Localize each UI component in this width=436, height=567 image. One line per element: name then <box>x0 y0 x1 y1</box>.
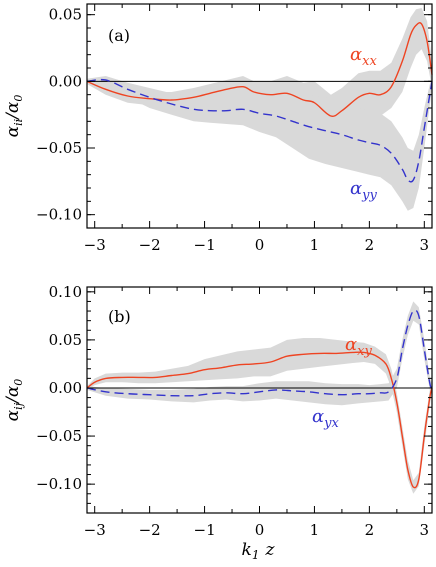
x-tick-label: 2 <box>365 236 375 254</box>
y-tick-label: 0.05 <box>49 331 82 349</box>
panel-b-label: (b) <box>108 307 131 326</box>
series-label-alpha-xy: αxy <box>345 334 372 359</box>
panel-b: −3 −2 −1 0 1 2 3 −0.10 −0.05 0.00 0.05 0.10 (b) αij… <box>3 283 433 539</box>
series-label-alpha-yx: αyx <box>312 406 340 431</box>
x-tick-label: −1 <box>194 236 216 254</box>
y-tick-label: −0.10 <box>36 475 82 493</box>
x-tick-label: −3 <box>84 236 106 254</box>
y-tick-label: 0.05 <box>49 6 82 24</box>
x-tick-label: −2 <box>139 521 161 539</box>
panel-a: −3 −2 −1 0 1 2 3−0.10−0.050.000.05 (a) αii/α0 … <box>3 3 433 254</box>
band-xy <box>87 338 432 494</box>
x-tick-label: 3 <box>420 521 430 539</box>
series-line-xx <box>86 22 433 117</box>
series-label-alpha-xx: αxx <box>350 44 377 69</box>
x-tick-label: 1 <box>310 521 320 539</box>
panel-a-bands <box>87 8 432 211</box>
panel-a-tick-labels: −3 −2 −1 0 1 2 3 −0.10 −0.05 0.00 0.05 <box>36 6 429 254</box>
x-tick-label: 0 <box>255 521 265 539</box>
x-tick-label: 2 <box>365 521 375 539</box>
panel-a-ticks <box>87 4 432 228</box>
panel-a-lines <box>86 22 433 183</box>
y-tick-label: 0.10 <box>49 283 82 301</box>
x-tick-label: −2 <box>139 236 161 254</box>
panel-b-bands <box>87 301 432 494</box>
x-tick-label: 0 <box>255 236 265 254</box>
y-tick-label: −0.10 <box>36 206 82 224</box>
x-tick-label: 1 <box>310 236 320 254</box>
y-tick-label: 0.00 <box>49 72 82 90</box>
series-label-alpha-yy: αyy <box>350 178 378 203</box>
panel-b-ticks <box>87 287 432 514</box>
x-tick-label: −3 <box>84 521 106 539</box>
panel-b-lines <box>86 309 433 489</box>
panel-a-ylabel: αii/α0 <box>3 95 25 138</box>
x-axis-label: k1 z <box>242 540 276 562</box>
x-tick-label: 3 <box>420 236 430 254</box>
series-line-xy <box>86 351 433 489</box>
y-tick-label: 0.00 <box>49 379 82 397</box>
panel-b-ylabel: αij/α0 <box>3 379 25 422</box>
y-tick-label: −0.05 <box>36 139 82 157</box>
band-yx <box>87 301 432 406</box>
band-yy <box>87 74 432 211</box>
panel-a-label: (a) <box>108 26 130 45</box>
panel-b-tick-labels: −3 −2 −1 0 1 2 3 −0.10 −0.05 0.00 0.05 0.10 <box>36 283 429 539</box>
x-tick-label: −1 <box>194 521 216 539</box>
series-line-yx <box>86 309 433 397</box>
series-line-yy <box>86 78 433 183</box>
y-tick-label: −0.05 <box>36 427 82 445</box>
